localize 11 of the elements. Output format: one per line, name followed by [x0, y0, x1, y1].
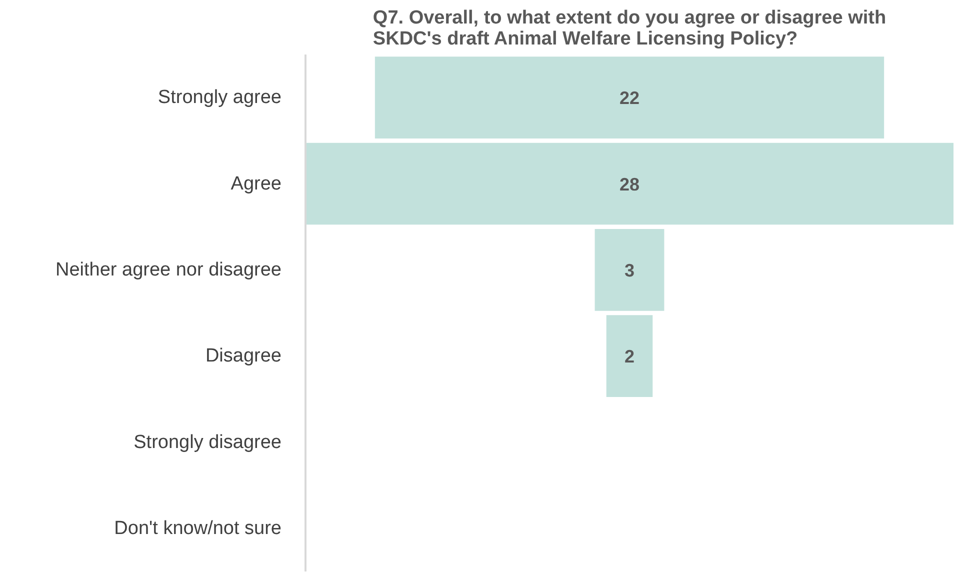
- category-label: Strongly agree: [158, 87, 282, 108]
- data-label: 2: [624, 346, 635, 367]
- category-label: Don't know/not sure: [114, 518, 282, 539]
- data-label: 3: [624, 260, 635, 280]
- category-label: Disagree: [205, 346, 282, 367]
- category-label: Neither agree nor disagree: [55, 259, 282, 280]
- data-label: 28: [619, 174, 640, 194]
- text: Q7. Overall, to what extent do you agree or disagree with SKDC's draft Animal Welfare Licensing Policy?: [372, 8, 886, 50]
- category-label: Agree: [230, 173, 282, 194]
- category-label: Strongly disagree: [134, 432, 282, 453]
- data-label: 22: [619, 88, 640, 108]
